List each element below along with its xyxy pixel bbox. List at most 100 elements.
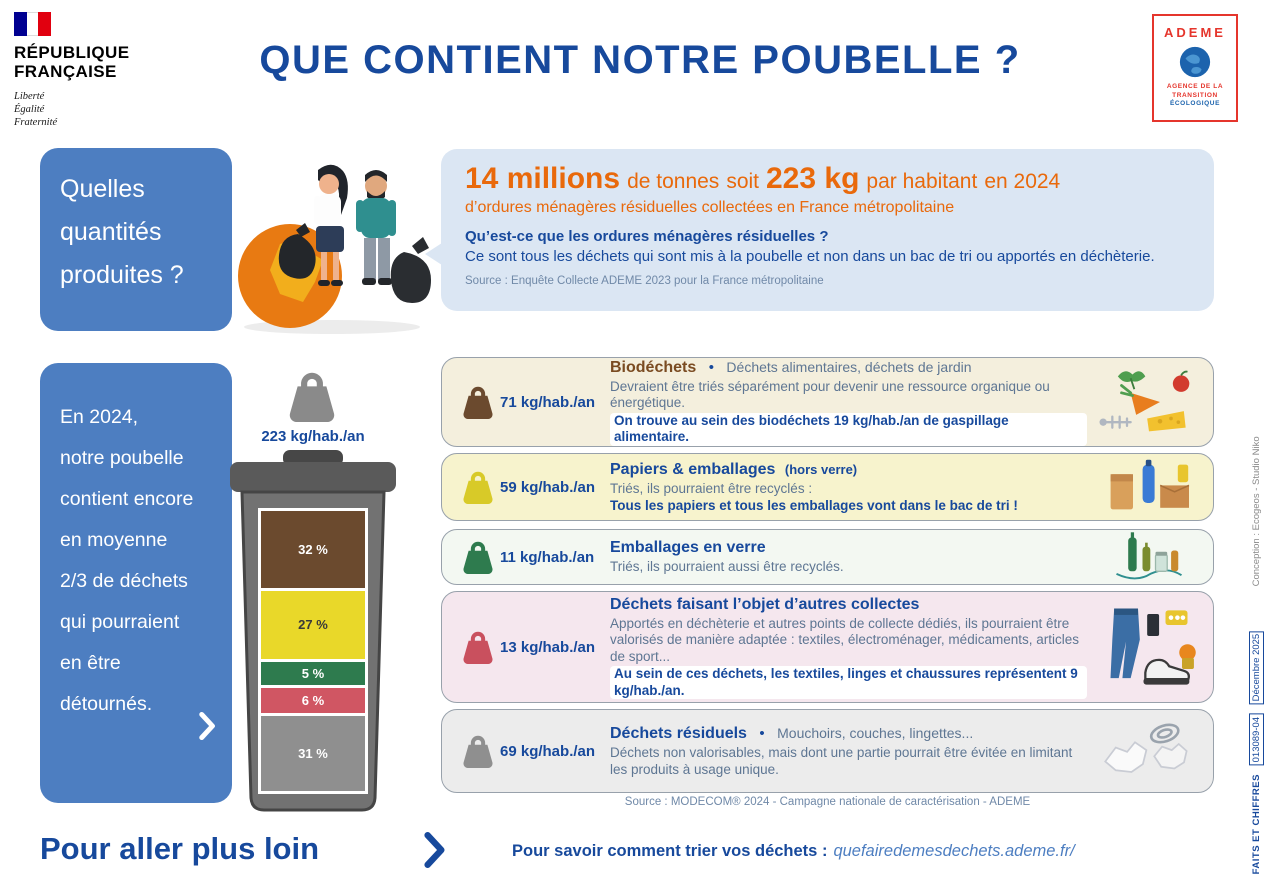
- definition-question: Qu’est-ce que les ordures ménagères rési…: [465, 228, 829, 245]
- category-title: Biodéchets: [610, 358, 697, 376]
- category-subtitle: Mouchoirs, couches, lingettes...: [777, 725, 974, 741]
- composition-panel-line: notre poubelle: [60, 447, 184, 469]
- glass-illustration: [1093, 531, 1205, 583]
- ademe-tagline-1: AGENCE DE LA: [1166, 83, 1224, 90]
- composition-panel: En 2024, notre poubelle contient encore …: [40, 363, 232, 803]
- category-description: Triés, ils pourraient être recyclés :: [610, 480, 813, 496]
- ademe-tagline-2: TRANSITION: [1172, 91, 1218, 99]
- bin-total-weight: 223 kg/hab./an: [261, 428, 365, 445]
- bin-segment: 31 %: [261, 712, 365, 791]
- motto-egalite: Égalité: [14, 104, 45, 115]
- category-card-autres-collectes: 13 kg/hab./an Déchets faisant l’objet d’…: [441, 591, 1214, 703]
- publication-date: Décembre 2025: [1249, 630, 1264, 705]
- category-weight: 11 kg/hab./an: [500, 548, 595, 566]
- headline-per-inhabitant: par habitant: [866, 170, 978, 193]
- motto-fraternite: Fraternité: [14, 117, 58, 128]
- headline-tonnes-value: 14 millions: [465, 162, 621, 195]
- category-title: Papiers & emballages: [610, 460, 776, 478]
- category-title: Déchets faisant l’objet d’autres collect…: [610, 595, 920, 613]
- tri-dechets-link[interactable]: quefairedemesdechets.ademe.fr/: [833, 842, 1075, 860]
- category-highlight: Tous les papiers et tous les emballages …: [610, 498, 1018, 513]
- bullet-separator: •: [759, 725, 765, 742]
- weight-icon: [284, 370, 340, 427]
- headline-subtitle: d’ordures ménagères résiduelles collecté…: [465, 199, 955, 216]
- category-card-biodechets: 71 kg/hab./an Biodéchets • Déchets alime…: [441, 357, 1214, 447]
- quantities-panel-line: produites ?: [60, 261, 184, 289]
- weight-icon: [456, 385, 500, 419]
- bullet-separator: •: [708, 358, 714, 376]
- category-weight: 71 kg/hab./an: [500, 393, 596, 411]
- category-weight: 69 kg/hab./an: [500, 742, 596, 760]
- conception-credit: Conception : Ecogeos - Studio Niko: [1251, 435, 1262, 586]
- faits-et-chiffres-label: FAITS ET CHIFFRES: [1251, 773, 1262, 874]
- quantities-panel-line: quantités: [60, 218, 162, 246]
- category-title: Emballages en verre: [610, 539, 766, 557]
- category-highlight: On trouve au sein des biodéchets 19 kg/h…: [610, 412, 1087, 446]
- marianne-line2: FRANÇAISE: [14, 62, 117, 81]
- composition-panel-line: contient encore: [60, 488, 194, 510]
- page-title: QUE CONTIENT NOTRE POUBELLE ?: [259, 38, 1021, 82]
- category-card-verre: 11 kg/hab./an Emballages en verre Triés,…: [441, 529, 1214, 585]
- chevron-right-icon: [424, 832, 446, 873]
- ademe-logo: ADEME AGENCE DE LA TRANSITION ÉCOLOGIQUE: [1152, 14, 1238, 122]
- republique-francaise-logo: RÉPUBLIQUE FRANÇAISE Liberté Égalité Fra…: [14, 12, 174, 129]
- composition-source: Source : MODECOM® 2024 - Campagne nation…: [624, 796, 1031, 808]
- category-description: Devraient être triés séparément pour dev…: [610, 378, 1050, 411]
- bin-segment: 27 %: [261, 588, 365, 659]
- weight-icon: [456, 630, 500, 664]
- composition-panel-line: en moyenne: [60, 529, 168, 551]
- weight-icon: [456, 734, 500, 768]
- trash-bin-chart: 32 % 27 % 5 % 6 % 31 %: [228, 450, 398, 816]
- ademe-tagline-3: ÉCOLOGIQUE: [1169, 100, 1221, 107]
- globe-icon: [1179, 46, 1211, 78]
- food-waste-illustration: [1093, 365, 1205, 439]
- category-description: Déchets non valorisables, mais dont une …: [610, 745, 1073, 777]
- category-description: Triés, ils pourraient aussi être recyclé…: [610, 559, 844, 575]
- marianne-line1: RÉPUBLIQUE: [14, 43, 130, 62]
- headline-kg-value: 223 kg: [766, 162, 860, 195]
- weight-icon: [456, 540, 500, 574]
- footer-title: Pour aller plus loin: [40, 831, 320, 866]
- category-card-papiers-emballages: 59 kg/hab./an Papiers & emballages (hors…: [441, 453, 1214, 521]
- ademe-name: ADEME: [1164, 25, 1226, 40]
- composition-panel-line: détournés.: [60, 693, 153, 715]
- footer-label: Pour savoir comment trier vos déchets :: [512, 842, 828, 860]
- category-weight: 13 kg/hab./an: [500, 638, 596, 656]
- definition-answer: Ce sont tous les déchets qui sont mis à …: [465, 248, 1155, 265]
- bubble-tail: [425, 241, 445, 267]
- bin-segment: 32 %: [261, 511, 365, 589]
- composition-panel-line: En 2024,: [60, 406, 139, 428]
- headline-tonnes-unit: de tonnes: [627, 170, 720, 193]
- weight-icon: [456, 470, 500, 504]
- composition-panel-line: qui pourraient: [60, 611, 180, 633]
- category-highlight: Au sein de ces déchets, les textiles, li…: [610, 666, 1087, 699]
- residual-illustration: [1093, 716, 1205, 786]
- headline-year: en 2024: [984, 170, 1061, 193]
- bin-segments: 32 % 27 % 5 % 6 % 31 %: [258, 508, 368, 794]
- reference-number: 013089-04: [1249, 713, 1264, 765]
- category-description: Apportés en déchèterie et autres points …: [610, 615, 1079, 664]
- bin-segment: 5 %: [261, 658, 365, 685]
- chevron-right-icon: [199, 712, 216, 755]
- quantities-panel: Quelles quantités produites ?: [40, 148, 232, 331]
- category-subtitle: Déchets alimentaires, déchets de jardin: [726, 358, 972, 375]
- bin-segment: 6 %: [261, 684, 365, 713]
- category-card-residuels: 69 kg/hab./an Déchets résiduels • Moucho…: [441, 709, 1214, 793]
- people-with-trash-bags-illustration: [238, 164, 431, 334]
- category-weight: 59 kg/hab./an: [500, 478, 596, 496]
- packaging-illustration: [1093, 455, 1205, 519]
- quantities-panel-line: Quelles: [60, 175, 145, 203]
- headline-soit: soit: [726, 170, 759, 193]
- composition-panel-line: 2/3 de déchets: [60, 570, 188, 592]
- category-title-suffix: (hors verre): [784, 461, 858, 477]
- edge-credits: FAITS ET CHIFFRES 013089-04 Décembre 202…: [1249, 436, 1264, 874]
- french-flag-icon: [14, 12, 52, 36]
- textiles-illustration: [1093, 599, 1205, 695]
- headline: 14 millions de tonnes soit 223 kg par ha…: [465, 162, 1190, 196]
- quantities-bubble: 14 millions de tonnes soit 223 kg par ha…: [425, 149, 1214, 311]
- composition-panel-line: en être: [60, 652, 121, 674]
- quantities-source: Source : Enquête Collecte ADEME 2023 pou…: [465, 275, 824, 287]
- motto-liberte: Liberté: [14, 91, 45, 102]
- category-title: Déchets résiduels: [610, 725, 747, 742]
